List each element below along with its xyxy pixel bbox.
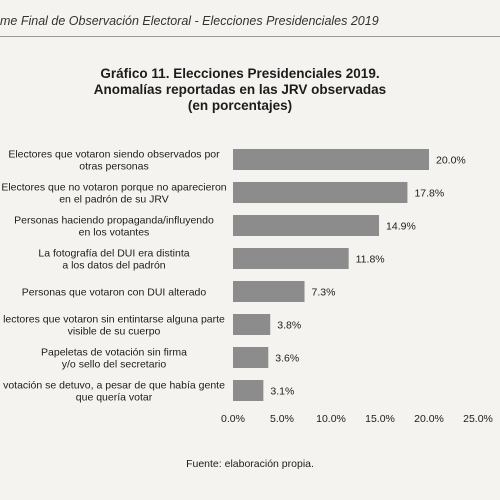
value-label-4: 7.3% xyxy=(312,287,336,299)
value-label-5: 3.8% xyxy=(277,320,301,332)
category-label-3-1: a los datos del padrón xyxy=(62,260,165,272)
source-note: Fuente: elaboración propia. xyxy=(186,458,314,470)
chart-title-line-3: (en porcentajes) xyxy=(187,98,293,113)
category-label-7-1: que quería votar xyxy=(76,392,153,404)
header-rule xyxy=(0,36,500,37)
category-label-2-1: en los votantes xyxy=(79,227,150,239)
x-tick-label-0: 0.0% xyxy=(221,413,245,425)
category-label-6-0: Papeletas de votación sin firma xyxy=(41,347,187,359)
value-label-0: 20.0% xyxy=(436,155,466,167)
category-label-6-1: y/o sello del secretario xyxy=(62,359,167,371)
value-label-6: 3.6% xyxy=(275,353,299,365)
category-label-4-0: Personas que votaron con DUI alterado xyxy=(22,287,207,299)
bar-3 xyxy=(233,248,349,269)
value-label-7: 3.1% xyxy=(270,386,294,398)
x-tick-label-3: 15.0% xyxy=(365,413,395,425)
bar-5 xyxy=(233,314,271,335)
category-label-2-0: Personas haciendo propaganda/influyendo xyxy=(14,215,214,227)
x-tick-label-5: 25.0% xyxy=(463,413,493,425)
category-label-0-0: Electores que votaron siendo observados … xyxy=(8,149,220,161)
bar-1 xyxy=(233,182,408,203)
page-header: me Final de Observación Electoral - Elec… xyxy=(0,14,379,28)
value-label-2: 14.9% xyxy=(386,221,416,233)
x-tick-label-1: 5.0% xyxy=(270,413,294,425)
category-label-0-1: otras personas xyxy=(79,161,148,173)
bar-2 xyxy=(233,215,380,236)
chart-title-line-2: Anomalías reportadas en las JRV observad… xyxy=(93,82,387,97)
bar-chart-svg: 20.0% Electores que votaron siendo observ… xyxy=(1,149,493,426)
bar-4 xyxy=(233,281,305,302)
bar-chart: 20.0% Electores que votaron siendo observ… xyxy=(0,140,500,430)
category-label-5-1: visible de su cuerpo xyxy=(68,326,161,338)
chart-title: Gráfico 11. Elecciones Presidenciales 20… xyxy=(40,66,440,114)
chart-title-line-1: Gráfico 11. Elecciones Presidenciales 20… xyxy=(100,66,380,81)
bar-7 xyxy=(233,380,264,401)
category-label-3-0: La fotografía del DUI era distinta xyxy=(38,248,189,260)
bar-6 xyxy=(233,347,269,368)
x-tick-label-4: 20.0% xyxy=(414,413,444,425)
category-label-1-0: Electores que no votaron porque no apare… xyxy=(1,182,226,194)
category-label-5-0: lectores que votaron sin entintarse algu… xyxy=(3,314,225,326)
category-label-7-0: votación se detuvo, a pesar de que había… xyxy=(3,380,225,392)
value-label-1: 17.8% xyxy=(414,188,444,200)
value-label-3: 11.8% xyxy=(356,254,385,266)
x-tick-label-2: 10.0% xyxy=(316,413,346,425)
bar-0 xyxy=(233,149,429,170)
category-label-1-1: en el padrón de su JRV xyxy=(59,194,169,206)
